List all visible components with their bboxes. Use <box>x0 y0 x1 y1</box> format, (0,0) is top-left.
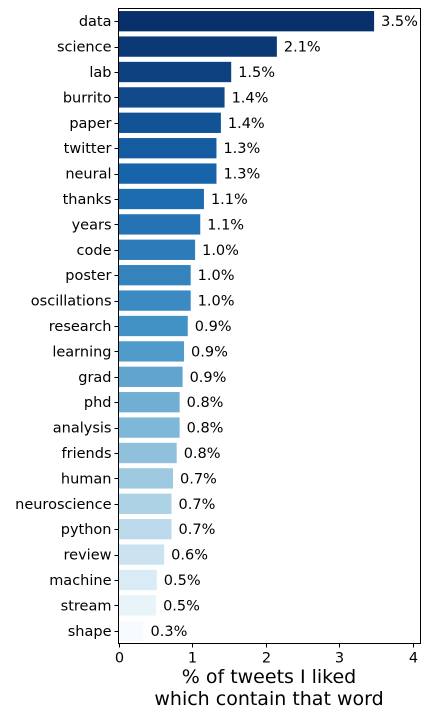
category-label-science: science <box>57 40 112 56</box>
bar-neural <box>118 163 217 184</box>
value-label-twitter: 1.3% <box>223 141 260 157</box>
value-label-oscillations: 1.0% <box>198 294 235 310</box>
bar-phd <box>118 392 180 413</box>
category-label-review: review <box>64 548 112 564</box>
value-label-thanks: 1.1% <box>211 192 248 208</box>
category-label-paper: paper <box>69 116 111 132</box>
bar-friends <box>118 442 177 464</box>
bar-science <box>118 36 277 57</box>
value-label-analysis: 0.8% <box>187 421 224 437</box>
value-label-shape: 0.3% <box>151 624 188 640</box>
bar-learning <box>118 341 185 362</box>
value-label-phd: 0.8% <box>187 395 224 411</box>
x-tick-label-4: 4 <box>409 651 418 667</box>
category-label-data: data <box>79 14 112 30</box>
value-labels: 3.5% 2.1% 1.5% 1.4% 1.4% 1.3% 1.3% 1.1% 1.1% 1.0%… <box>151 14 418 640</box>
value-label-friends: 0.8% <box>184 446 221 462</box>
x-tick-label-3: 3 <box>335 651 344 667</box>
category-label-human: human <box>61 471 112 487</box>
value-label-neuroscience: 0.7% <box>179 497 216 513</box>
bar-research <box>118 315 188 337</box>
category-label-friends: friends <box>62 446 112 462</box>
bar-neuroscience <box>118 493 172 514</box>
bar-lab <box>118 61 232 83</box>
value-label-data: 3.5% <box>381 14 418 30</box>
bar-stream <box>118 595 157 616</box>
bar-machine <box>118 569 157 591</box>
category-label-grad: grad <box>78 370 111 386</box>
category-label-research: research <box>49 319 112 335</box>
category-label-learning: learning <box>52 344 111 360</box>
bar-poster <box>118 265 191 286</box>
category-label-poster: poster <box>65 268 111 284</box>
category-labels: data science lab burrito paper twitter neural t… <box>15 14 119 640</box>
bar-python <box>118 519 172 540</box>
category-label-neural: neural <box>65 167 111 183</box>
value-label-machine: 0.5% <box>164 573 201 589</box>
category-label-shape: shape <box>68 624 112 640</box>
category-label-code: code <box>77 243 112 259</box>
plot-frame <box>118 8 421 644</box>
bar-thanks <box>118 188 204 210</box>
bar-years <box>118 214 201 235</box>
category-label-burrito: burrito <box>63 90 112 106</box>
bar-paper <box>118 112 221 133</box>
category-label-machine: machine <box>49 573 111 589</box>
value-label-neural: 1.3% <box>223 167 260 183</box>
axes <box>118 8 421 644</box>
value-label-human: 0.7% <box>180 471 217 487</box>
category-label-twitter: twitter <box>64 141 112 157</box>
x-axis-label-line-1: % of tweets I liked <box>182 666 356 688</box>
category-label-oscillations: oscillations <box>31 294 112 310</box>
x-axis-ticks: 0 1 2 3 4 <box>115 643 418 667</box>
category-label-thanks: thanks <box>63 192 112 208</box>
value-label-burrito: 1.4% <box>232 90 269 106</box>
bars-group <box>118 11 375 641</box>
value-label-lab: 1.5% <box>238 65 275 81</box>
bar-human <box>118 468 174 489</box>
category-label-analysis: analysis <box>53 421 112 437</box>
value-label-code: 1.0% <box>202 243 239 259</box>
category-label-stream: stream <box>61 598 112 614</box>
value-label-review: 0.6% <box>171 548 208 564</box>
bar-data <box>118 11 375 32</box>
value-label-python: 0.7% <box>179 522 216 538</box>
bar-analysis <box>118 417 180 438</box>
category-label-phd: phd <box>84 395 112 411</box>
bar-shape <box>118 620 144 641</box>
value-label-stream: 0.5% <box>163 598 200 614</box>
category-label-python: python <box>61 522 112 538</box>
x-axis-label-line-2: which contain that word <box>154 688 383 710</box>
category-label-years: years <box>72 217 112 233</box>
value-label-research: 0.9% <box>195 319 232 335</box>
category-label-lab: lab <box>89 65 111 81</box>
value-label-science: 2.1% <box>284 40 321 56</box>
value-label-poster: 1.0% <box>198 268 235 284</box>
bar-code <box>118 239 196 260</box>
value-label-paper: 1.4% <box>228 116 265 132</box>
bar-twitter <box>118 138 217 159</box>
category-label-neuroscience: neuroscience <box>15 497 111 513</box>
bar-burrito <box>118 87 225 108</box>
x-tick-label-2: 2 <box>262 651 271 667</box>
value-label-years: 1.1% <box>207 217 244 233</box>
bar-grad <box>118 366 183 387</box>
bar-review <box>118 544 165 565</box>
value-label-grad: 0.9% <box>190 370 227 386</box>
x-tick-label-0: 0 <box>115 651 124 667</box>
x-tick-label-1: 1 <box>188 651 197 667</box>
bar-oscillations <box>118 290 191 311</box>
value-label-learning: 0.9% <box>191 344 228 360</box>
